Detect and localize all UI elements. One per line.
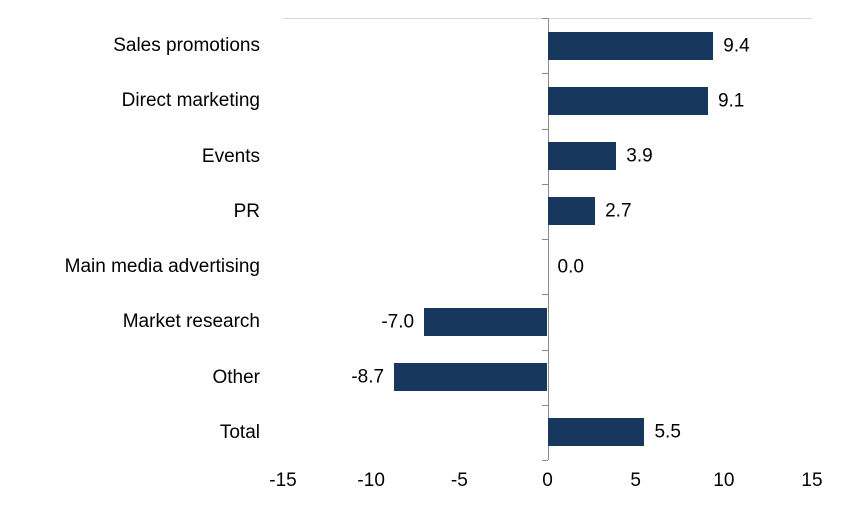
zero-axis-tick [541,128,548,130]
x-axis-tick-label: 10 [713,470,735,491]
bar [547,86,708,115]
plot-area: 9.4 9.1 3.9 2.7 0.0 -7.0 -8.7 5.5 [283,18,812,461]
zero-axis-tick [541,460,548,461]
value-label: 2.7 [605,200,632,222]
category-label: PR [233,200,260,222]
zero-axis-tick [541,183,548,185]
zero-axis-tick [541,349,548,351]
bar [394,363,548,392]
value-label: 9.4 [723,35,750,57]
zero-axis-tick [541,404,548,406]
x-axis-tick-label: 0 [542,470,553,491]
x-axis-tick-label: -10 [357,470,385,491]
x-axis: -15 -10 -5 0 5 10 15 [269,460,822,510]
x-axis-tick-label: 15 [801,470,823,491]
category-label: Total [219,421,260,443]
x-axis-tick-label: -5 [450,470,468,491]
value-label: -8.7 [351,366,385,388]
value-label: 5.5 [654,421,681,443]
zero-axis-tick [541,18,548,19]
zero-axis-tick [541,239,548,240]
category-label: Events [201,145,260,167]
value-label: -7.0 [381,311,415,333]
bar [547,197,596,226]
plot-wrap: Sales promotions Direct marketing Events PR… [0,18,844,461]
value-label: 0.0 [557,256,584,278]
bar [547,31,714,60]
category-label: Market research [122,311,260,333]
zero-axis-line [547,18,549,460]
category-axis: Sales promotions Direct marketing Events PR… [0,18,283,460]
category-label: Direct marketing [121,90,260,112]
bar [547,418,645,447]
category-label: Sales promotions [113,35,260,57]
x-axis-tick-label: -15 [269,470,297,491]
bar [547,142,617,171]
x-axis-tick-label: 5 [630,470,641,491]
value-label: 3.9 [626,145,653,167]
value-label: 9.1 [717,90,745,112]
category-label: Other [212,366,260,388]
bar [424,307,548,336]
category-label: Main media advertising [64,256,260,278]
zero-axis-tick [541,73,548,75]
zero-axis-tick [541,294,548,296]
